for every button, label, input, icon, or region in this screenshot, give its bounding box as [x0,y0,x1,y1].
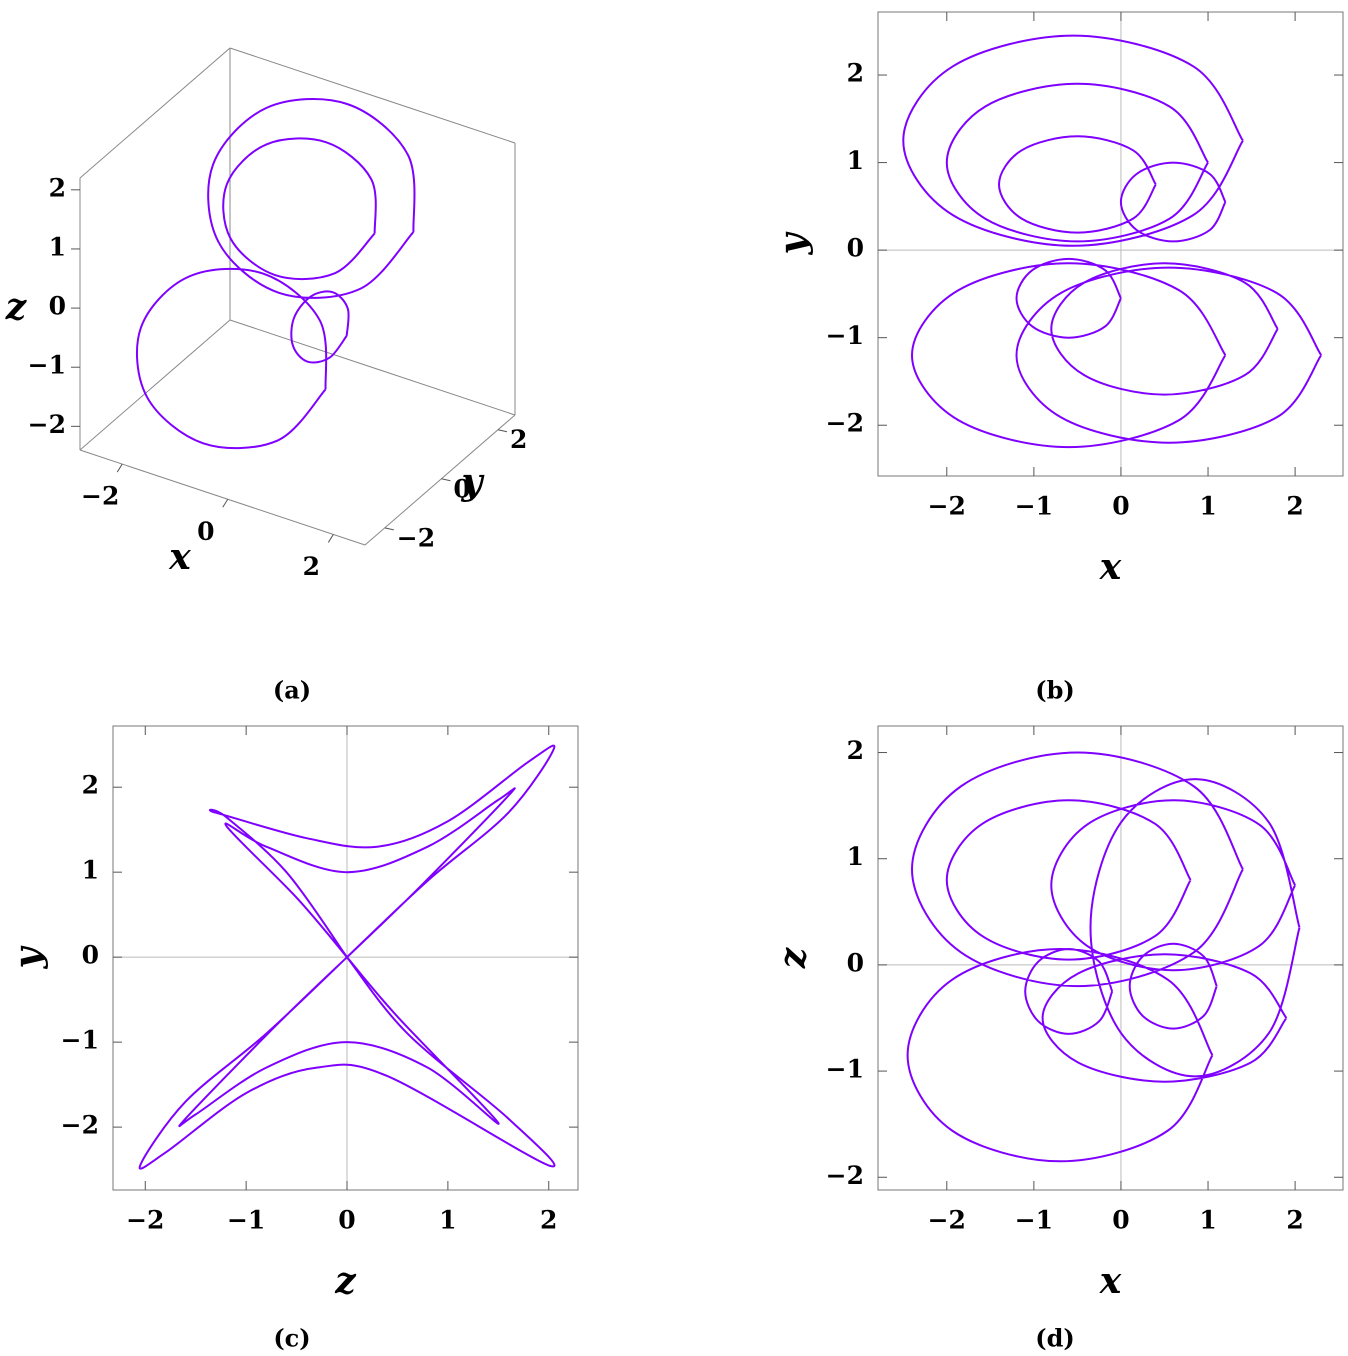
y-tick [384,527,394,531]
x-tick-label: −1 [227,1206,265,1235]
x-tick-label: 0 [197,517,214,546]
x-tick [327,534,334,543]
x-tick-label: −2 [126,1206,164,1235]
x-tick-label: 2 [1286,1206,1303,1235]
y-tick [441,478,451,482]
y-tick-label: −2 [397,523,435,552]
x-tick-label: 1 [1199,492,1216,521]
caption: (d) [1035,1324,1075,1353]
x-tick-label: −1 [1015,492,1053,521]
x-tick-label: −2 [81,482,119,511]
y-axis-label: z [772,946,814,969]
y-tick-label: 2 [847,59,864,88]
x-tick-label: 2 [1286,492,1303,521]
plot-frame [112,725,579,1191]
x-axis-label: x [168,536,191,578]
x-tick-label: 2 [540,1206,557,1235]
x-tick-label: 0 [338,1206,355,1235]
y-tick-label: −2 [61,1111,99,1140]
x-tick [116,463,123,473]
x-axis-label: x [1099,546,1122,588]
x-tick-label: 1 [439,1206,456,1235]
box-edge [364,414,516,546]
trajectory [138,744,556,1170]
plot-frame [877,725,1344,1191]
caption: (c) [273,1324,310,1353]
y-tick-label: 2 [847,736,864,765]
y-tick-label: −2 [826,1161,864,1190]
y-tick-label: 2 [510,425,527,454]
box-edge [229,319,516,416]
y-tick-label: 0 [847,948,864,977]
y-tick-label: 0 [82,941,99,970]
x-axis-label: z [334,1260,357,1302]
trajectory [906,751,1301,1163]
x-axis-label: x [1099,1260,1122,1302]
x-tick-label: 1 [1199,1206,1216,1235]
x-tick [222,498,229,508]
x-tick-label: −1 [1015,1206,1053,1235]
box-edge [79,47,231,179]
y-axis-label: y [772,231,814,255]
y-axis-label: y [7,945,49,969]
y-tick [497,429,508,433]
caption: (b) [1035,676,1075,705]
y-tick-label: 0 [453,474,470,503]
y-tick-label: 0 [847,234,864,263]
trajectory [136,98,416,450]
y-tick-label: 1 [82,856,99,885]
box-edge [79,449,366,546]
x-tick-label: −2 [928,1206,966,1235]
trajectory [902,34,1323,449]
z-tick-label: 1 [49,232,66,261]
y-axis-label: y [461,461,485,503]
z-tick-label: 2 [49,173,66,202]
x-tick-label: 2 [303,552,320,581]
z-axis-label: z [5,286,28,328]
y-tick-label: −1 [826,1055,864,1084]
y-tick-label: 2 [82,771,99,800]
y-tick-label: 1 [847,146,864,175]
y-tick-label: −2 [826,409,864,438]
z-tick-label: 0 [49,292,66,321]
y-tick-label: −1 [61,1026,99,1055]
x-tick-label: 0 [1112,1206,1129,1235]
z-tick-label: −1 [28,351,66,380]
z-tick-label: −2 [28,410,66,439]
caption: (a) [273,676,311,705]
x-tick-label: 0 [1112,492,1129,521]
x-tick-label: −2 [928,492,966,521]
y-tick-label: −1 [826,321,864,350]
plot-frame [877,11,1344,477]
box-edge [229,47,516,144]
box-edge [79,319,231,451]
y-tick-label: 1 [847,842,864,871]
